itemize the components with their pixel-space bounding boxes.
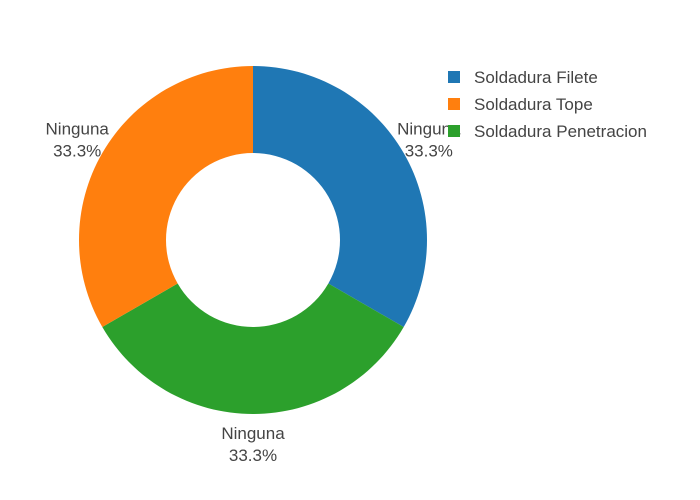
- slice-labels: Ninguna 33.3% Ninguna 33.3% Ninguna 33.3%: [46, 120, 461, 466]
- slice-label: Ninguna 33.3%: [46, 120, 110, 161]
- legend-label-tope: Soldadura Tope: [474, 95, 593, 114]
- legend-swatch-penetracion: [448, 125, 460, 137]
- chart-legend: Soldadura Filete Soldadura Tope Soldadur…: [448, 68, 647, 141]
- legend-label-penetracion: Soldadura Penetracion: [474, 122, 647, 141]
- donut-slices: [79, 66, 428, 415]
- legend-item-filete[interactable]: Soldadura Filete: [448, 68, 598, 87]
- slice-label: Ninguna 33.3%: [221, 424, 285, 465]
- slice-label: Ninguna 33.3%: [397, 120, 461, 161]
- legend-swatch-tope: [448, 98, 460, 110]
- legend-label-filete: Soldadura Filete: [474, 68, 598, 87]
- donut-slice[interactable]: [102, 283, 404, 415]
- legend-item-penetracion[interactable]: Soldadura Penetracion: [448, 122, 647, 141]
- legend-swatch-filete: [448, 71, 460, 83]
- donut-slice[interactable]: [253, 66, 428, 327]
- donut-slice[interactable]: [79, 66, 254, 327]
- legend-item-tope[interactable]: Soldadura Tope: [448, 95, 593, 114]
